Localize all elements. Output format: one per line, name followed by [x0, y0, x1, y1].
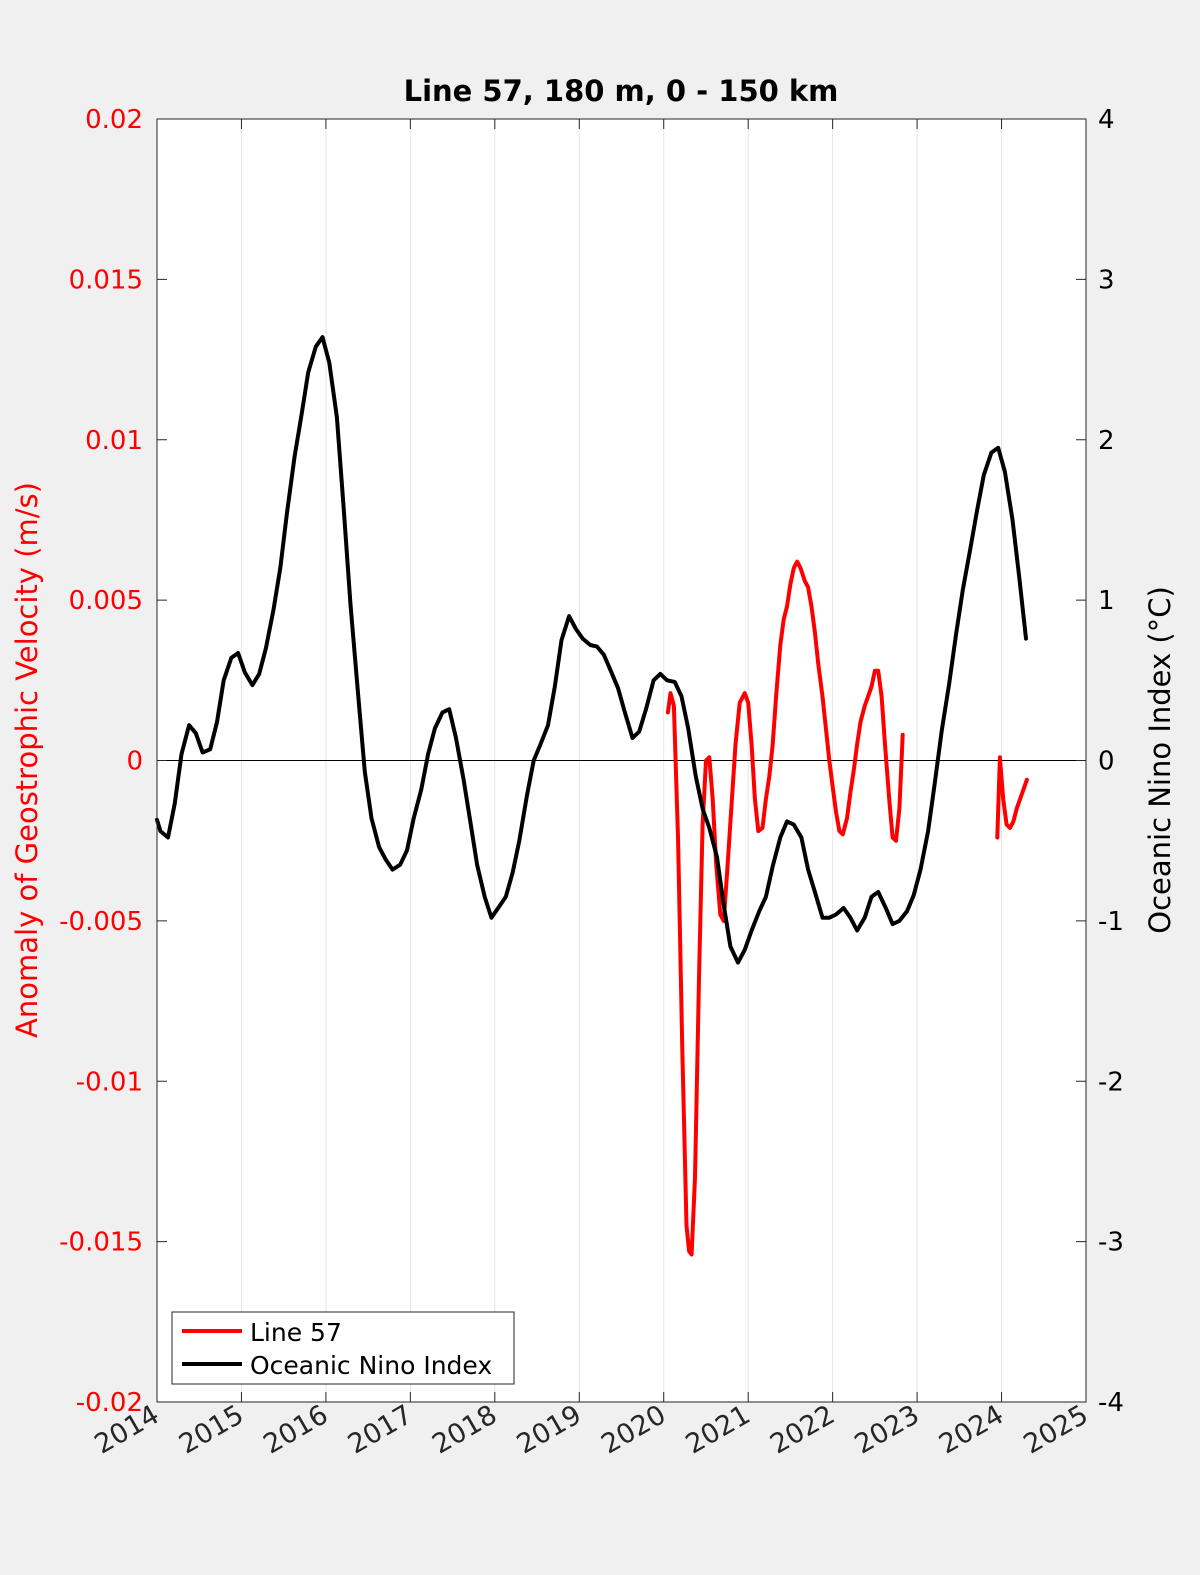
y-right-tick-label--2: -2: [1098, 1067, 1124, 1097]
tick-labels: 2014 2015 2016 2017 2018 2019 2020 2021 2022 2023…: [59, 105, 1124, 1460]
axis-ticks: [156, 118, 1087, 1403]
legend-box: [171, 1311, 515, 1385]
y-left-tick-label-0.005: 0.005: [69, 586, 143, 616]
y-axis-left-label: Anomaly of Geostrophic Velocity (m/s): [10, 482, 44, 1038]
y-left-tick-label-0.015: 0.015: [69, 265, 143, 295]
y-left-tick-label--0.02: -0.02: [76, 1388, 143, 1418]
y-right-tick-label--1: -1: [1098, 907, 1124, 937]
y-right-tick-label-2: 2: [1098, 426, 1115, 456]
legend[interactable]: Line 57 Oceanic Nino Index: [171, 1311, 515, 1385]
y-right-tick-label--3: -3: [1098, 1228, 1124, 1258]
y-left-tick-label-0: 0: [126, 747, 143, 777]
series-line-57-line-segment-1: [665, 559, 905, 1257]
y-right-tick-label-4: 4: [1098, 105, 1115, 135]
legend-label-oni: Oceanic Nino Index: [250, 1351, 492, 1380]
series-oceanic-nino-index-line-segment-1: [155, 335, 1028, 965]
y-right-tick-label-0: 0: [1098, 747, 1115, 777]
y-left-tick-label--0.015: -0.015: [59, 1228, 143, 1258]
y-right-tick-label--4: -4: [1098, 1388, 1124, 1418]
y-right-tick-label-3: 3: [1098, 265, 1115, 295]
series-layer: [155, 335, 1029, 1257]
y-axis-right-label: Oceanic Nino Index (°C): [1143, 586, 1177, 934]
y-left-tick-label--0.005: -0.005: [59, 907, 143, 937]
y-left-tick-label-0.01: 0.01: [85, 426, 143, 456]
y-left-tick-label-0.02: 0.02: [85, 105, 143, 135]
chart-title: Line 57, 180 m, 0 - 150 km: [404, 74, 839, 108]
y-left-tick-label--0.01: -0.01: [76, 1067, 143, 1097]
y-right-tick-label-1: 1: [1098, 586, 1115, 616]
series-line-57-line-segment-2: [995, 755, 1029, 840]
legend-label-line-57: Line 57: [250, 1318, 342, 1347]
